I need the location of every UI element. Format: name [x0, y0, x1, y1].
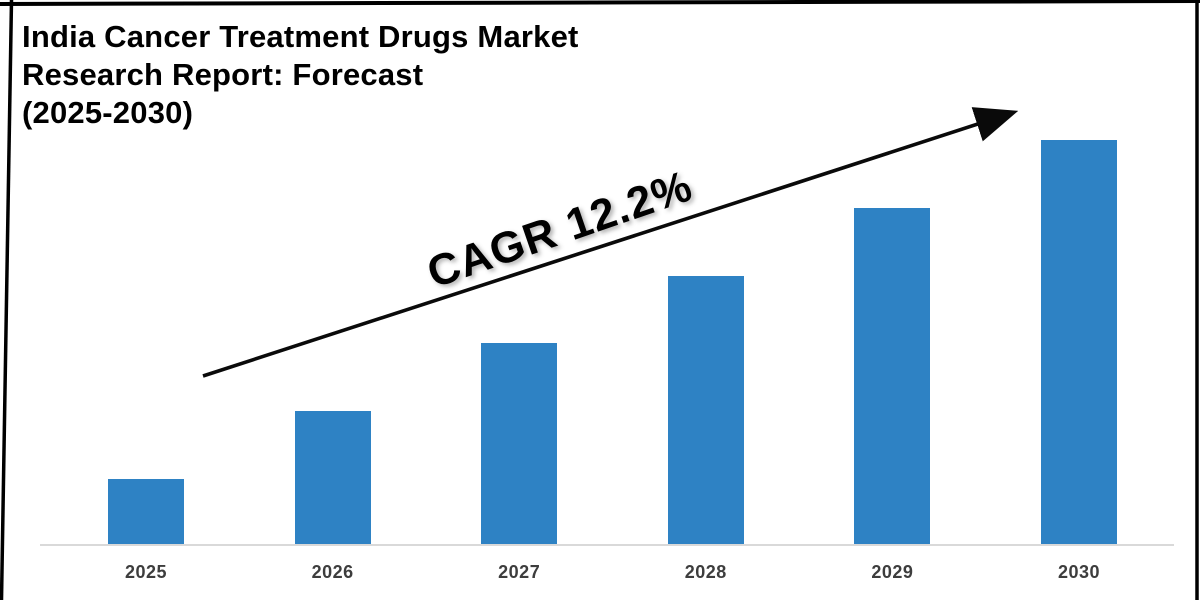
- cagr-annotation: CAGR 12.2%: [421, 161, 699, 298]
- bar-2025: [108, 479, 184, 546]
- chart-title: India Cancer Treatment Drugs Market Rese…: [22, 18, 579, 132]
- frame-border-left: [0, 0, 14, 600]
- bar-2029: [854, 208, 931, 546]
- x-axis-label-2026: 2026: [311, 562, 354, 582]
- chart-title-line-2: Research Report: Forecast: [22, 57, 424, 92]
- frame-border-top: [0, 0, 1200, 6]
- bar-2028: [667, 276, 744, 546]
- bar-2030: [1041, 140, 1117, 546]
- x-axis-label-2029: 2029: [871, 562, 914, 582]
- bar-2027: [481, 343, 558, 546]
- chart-title-line-1: India Cancer Treatment Drugs Market: [22, 19, 579, 54]
- x-axis-label-2025: 2025: [124, 562, 168, 582]
- x-axis-label-2027: 2027: [498, 562, 541, 582]
- chart-title-line-3: (2025-2030): [22, 95, 194, 130]
- bar-2026: [294, 411, 371, 546]
- x-axis-label-2030: 2030: [1057, 562, 1101, 582]
- x-axis-label-2028: 2028: [684, 562, 727, 582]
- x-axis-line: [40, 544, 1174, 546]
